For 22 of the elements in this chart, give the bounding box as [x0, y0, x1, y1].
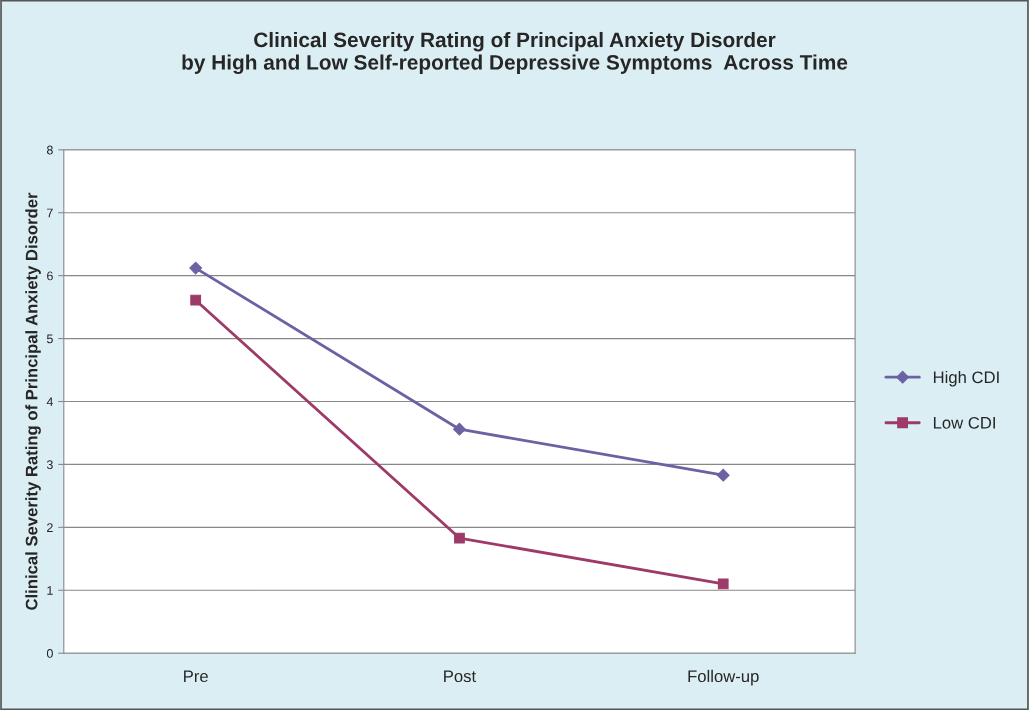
y-tick-label: 5 [46, 334, 53, 344]
y-tick-label: 2 [47, 523, 53, 532]
point [190, 294, 202, 306]
y-tick-label: 4 [46, 397, 54, 407]
legend-label: Low CDI [933, 416, 995, 429]
y-tick-label: 1 [47, 586, 53, 595]
y-axis-title: Clinical Severity Rating of Principal Anxiety Disorder [25, 192, 41, 610]
x-tick-label: Post [444, 670, 476, 683]
point [453, 422, 466, 436]
y-tick-label: 7 [47, 208, 53, 218]
chart-title: Clinical Severity Rating of Principal Anxiety Disorder by High and Low Self-reported Depressive Symptoms Across Time [182, 31, 848, 74]
legend-label: High CDI [933, 370, 999, 387]
x-tick-label: Pre [184, 670, 208, 683]
point [716, 468, 730, 482]
y-tick-label: 8 [46, 145, 53, 155]
y-tick-label: 3 [46, 460, 53, 470]
y-tick-label: 6 [47, 271, 53, 281]
x-tick-label: Follow-up [688, 669, 759, 686]
y-tick-label: 0 [46, 649, 53, 658]
point [717, 578, 729, 590]
point [454, 532, 465, 544]
point [189, 261, 203, 275]
